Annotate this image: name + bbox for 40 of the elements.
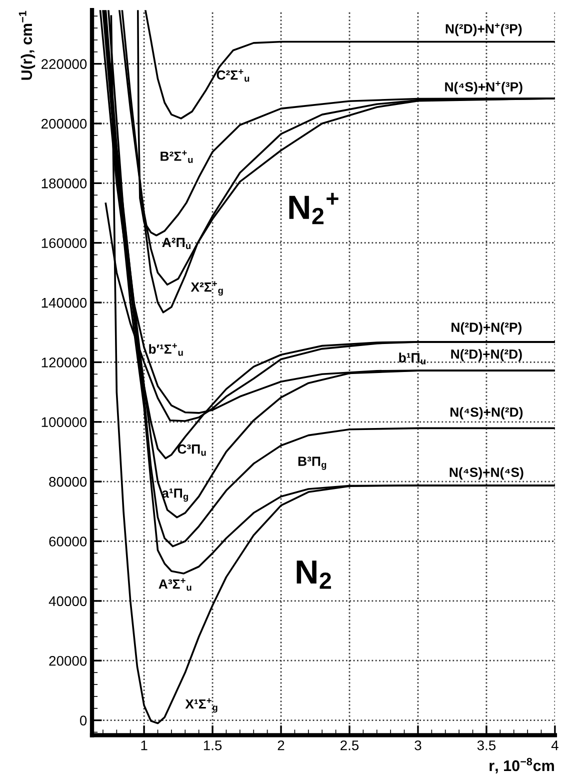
annotation: N$_{2}$$^{+}$ [289,192,338,224]
y-tick-label: 60000 [49,536,87,546]
y-tick-label: 20000 [49,656,87,666]
annotation: B²Σ$^{+}$$_{u}$ [160,150,193,163]
annotation: A³Σ$^{+}$$_{u}$ [158,578,192,591]
y-axis-title: U(r), cm$^{−1}$ [18,10,36,80]
annotation: C³Π$_{u}$ [178,444,206,456]
annotation: B³Π$_{g}$ [298,456,326,470]
y-tick-label: 200000 [42,118,87,129]
x-tick-label: 3.5 [477,740,496,750]
y-tick-label: 140000 [42,298,87,308]
x-tick-label: 4 [551,740,558,750]
y-tick-label: 40000 [48,596,87,606]
x-tick-label: 2 [278,740,284,750]
annotation: C²Σ$^{+}$$_{u}$ [216,69,250,82]
annotation: N(²D)+N(²P) [452,322,522,335]
x-tick-label: 1 [141,740,148,750]
x-axis-title: r, 10$^{−8}$cm [490,758,554,774]
annotation: X²Σ$^{+}$$_{g}$ [190,281,223,296]
x-tick-label: 1.5 [204,740,222,750]
y-tick-label: 0 [80,716,87,726]
y-tick-label: 220000 [42,59,87,69]
annotation: A²Π$_{u}$ [162,238,190,250]
annotation: N(²D)+N$^{+}$(³P) [446,23,522,36]
x-tick-label: 3 [414,740,422,750]
annotation: N(⁴S)+N(²D) [450,407,523,420]
annotation: N(⁴S)+N$^{+}$(³P) [445,81,522,94]
x-tick-label: 2.5 [340,740,359,750]
y-tick-label: 180000 [42,178,87,188]
y-tick-label: 160000 [42,238,87,248]
annotation: N(⁴S)+N(⁴S) [450,467,524,480]
y-tick-label: 100000 [42,417,87,428]
y-tick-label: 120000 [42,358,87,368]
annotation: X¹Σ$^{+}$$_{g}$ [185,698,218,713]
annotation: b′¹Σ$^{+}$$_{u}$ [149,343,183,356]
annotation: b¹Π$_{u}$ [399,352,426,364]
y-tick-label: 80000 [49,476,87,487]
annotation: a¹Π$_{g}$ [162,488,188,502]
annotation: N(²D)+N(²D) [451,349,522,362]
annotation: N$_{2}$ [296,560,332,589]
